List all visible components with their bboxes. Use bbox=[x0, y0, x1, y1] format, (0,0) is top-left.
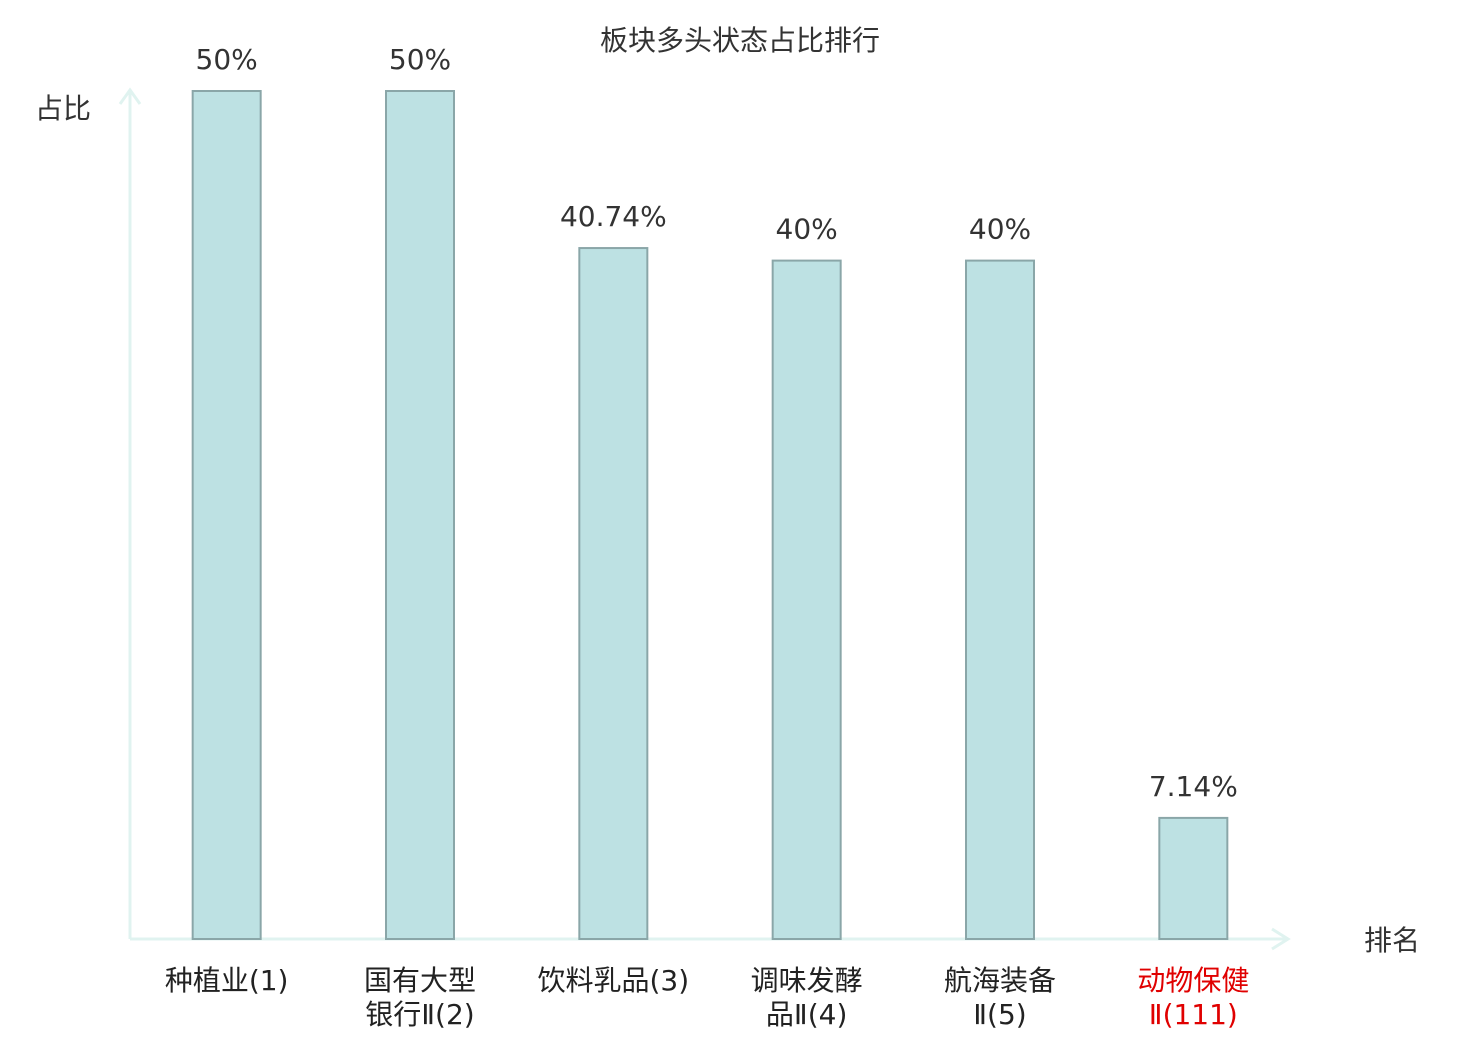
value-label: 7.14% bbox=[1149, 770, 1238, 803]
bar bbox=[578, 247, 649, 940]
bar bbox=[385, 90, 455, 940]
bar bbox=[191, 90, 262, 940]
x-tick-label: 种植业(1) bbox=[164, 964, 289, 997]
y-arrow bbox=[118, 87, 142, 105]
value-label: 40% bbox=[969, 213, 1031, 246]
y-axis-label: 占比 bbox=[35, 92, 91, 125]
x-axis-label: 排名 bbox=[1364, 924, 1420, 957]
x-tick-label: 国有大型 银行Ⅱ(2) bbox=[363, 964, 476, 1031]
x-tick-label: 航海装备 Ⅱ(5) bbox=[943, 964, 1056, 1031]
value-label: 40% bbox=[776, 213, 838, 246]
value-label: 50% bbox=[196, 43, 258, 76]
chart-title: 板块多头状态占比排行 bbox=[600, 24, 880, 57]
bar bbox=[1158, 816, 1229, 940]
bar bbox=[965, 259, 1035, 941]
x-tick-label: 饮料乳品(3) bbox=[537, 964, 690, 997]
x-tick-label: 调味发酵 品Ⅱ(4) bbox=[750, 964, 863, 1031]
value-label: 50% bbox=[389, 43, 451, 76]
axes bbox=[118, 87, 1291, 951]
x-tick-label: 动物保健 Ⅱ(111) bbox=[1137, 964, 1250, 1031]
x-arrow bbox=[1271, 927, 1291, 951]
value-label: 40.74% bbox=[560, 200, 667, 233]
bar bbox=[771, 259, 842, 941]
